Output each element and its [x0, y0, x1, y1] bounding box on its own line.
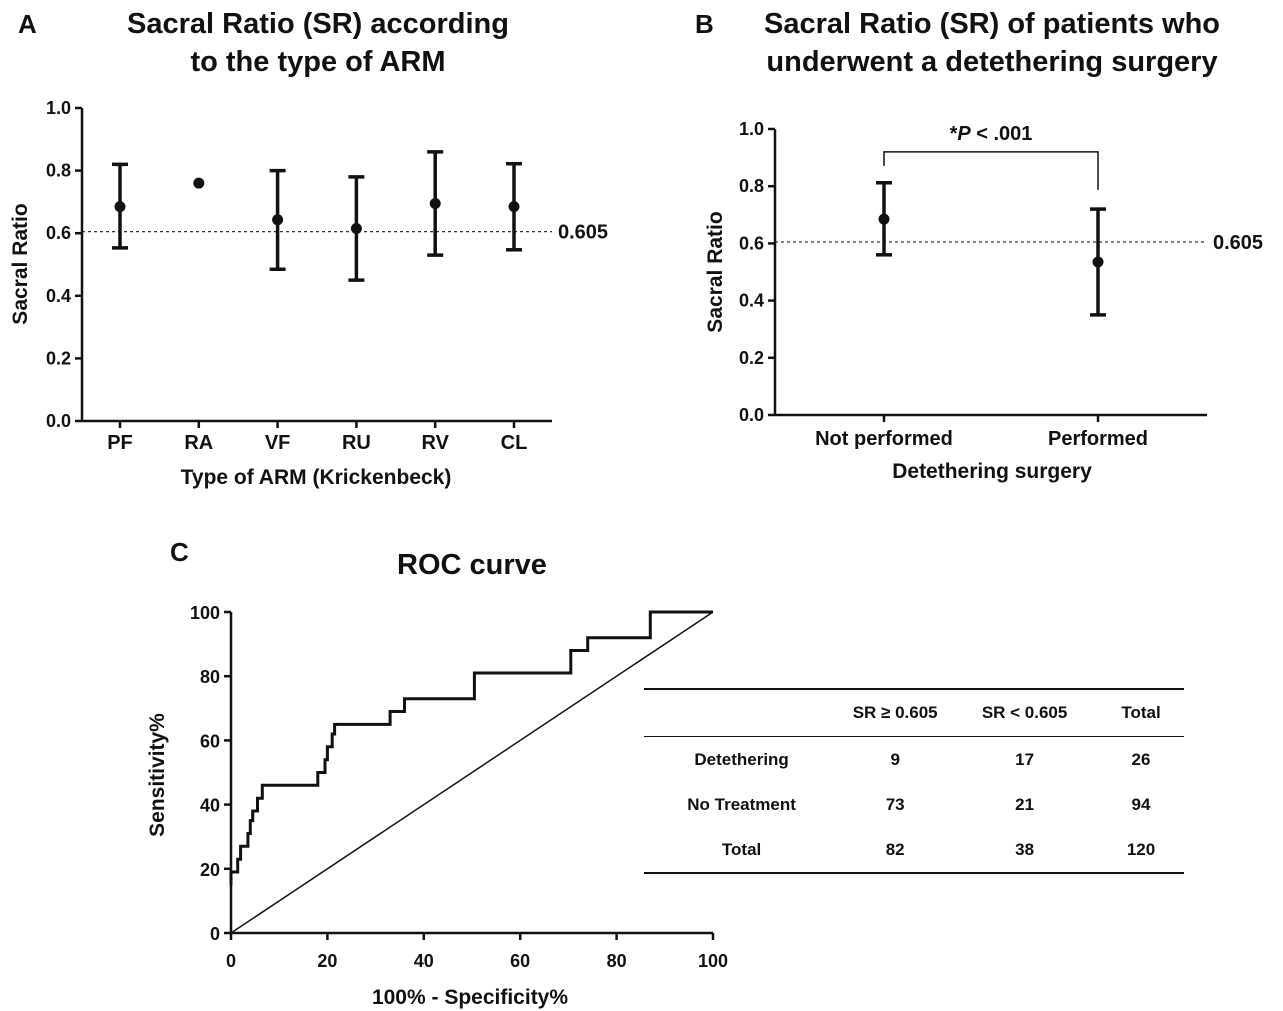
table-cell: 94	[1131, 794, 1151, 814]
table-row: Detethering 9 17 26	[644, 737, 1184, 783]
panel-b-y-tick-label: 1.0	[739, 119, 764, 139]
table-header-cell	[644, 689, 839, 737]
table-cell: 21	[1015, 794, 1035, 814]
panel-c-x-axis-label: 100% - Specificity%	[372, 986, 568, 1009]
table-cell: 26	[1131, 749, 1151, 769]
panel-c-reference-diagonal	[230, 611, 714, 934]
table-header-cell: SR < 0.605	[981, 703, 1068, 722]
table-header-row: SR ≥ 0.605 SR < 0.605 Total	[644, 689, 1184, 737]
panel-a-y-tick-label: 0.0	[46, 411, 71, 431]
panel-c-x-tick-label: 20	[317, 951, 337, 971]
panel-b-y-tick-label: 0.8	[739, 176, 764, 196]
panel-a-y-tick-label: 0.8	[46, 161, 71, 181]
panel-c-y-axis-label: Sensitivity%	[146, 713, 169, 837]
panel-a-mean-point	[350, 223, 362, 235]
table-cell: 9	[890, 749, 900, 769]
panel-c-y-tick-label: 100	[190, 603, 220, 623]
panel-b-y-tick-label: 0.6	[739, 233, 764, 253]
panel-b-category-label: Performed	[1048, 428, 1148, 450]
table-cell: 38	[1015, 839, 1035, 859]
panel-a-y-tick-label: 0.6	[46, 223, 71, 243]
panel-a-category-label: RA	[184, 432, 213, 454]
table-header-cell: Total	[1121, 703, 1161, 722]
panel-letter-a: A	[18, 9, 37, 39]
panel-b-mean-point	[1092, 256, 1104, 268]
panel-c-roc-curve	[229, 610, 713, 885]
panel-c-y-tick-label: 40	[200, 796, 220, 816]
panel-c-x-tick-label: 60	[510, 951, 530, 971]
panel-c-x-tick-label: 0	[226, 951, 236, 971]
table-row-label: No Treatment	[687, 794, 796, 814]
panel-c-x-tick-label: 40	[414, 951, 434, 971]
panel-c-y-tick-label: 20	[200, 860, 220, 880]
panel-b-title-line-2: underwent a detethering surgery	[766, 46, 1217, 78]
panel-b-plot-area: 0.605 0.0 0.2 0.4 0.6 0.8 1.0 Not performed Perf…	[739, 119, 1263, 450]
panel-a-y-tick-label: 1.0	[46, 98, 71, 118]
panel-b-y-tick-label: 0.0	[739, 405, 764, 425]
panel-a-x-axis-label: Type of ARM (Krickenbeck)	[181, 466, 452, 489]
panel-b-mean-point	[878, 213, 890, 225]
panel-b-x-axis-label: Detethering surgery	[892, 460, 1092, 483]
panel-b-y-tick-label: 0.4	[739, 291, 764, 311]
panel-a-title-line-1: Sacral Ratio (SR) according	[127, 8, 509, 40]
panel-a-category-label: RV	[421, 432, 449, 454]
panel-b: B Sacral Ratio (SR) of patients who unde…	[695, 8, 1263, 483]
panel-letter-c: C	[170, 537, 189, 567]
table-cell: 82	[885, 839, 905, 859]
table-row-label: Total	[721, 839, 762, 859]
panel-b-reference-label: 0.605	[1213, 232, 1263, 254]
panel-c-y-tick-label: 80	[200, 667, 220, 687]
panel-a-reference-label: 0.605	[558, 222, 608, 244]
panel-a-mean-point	[429, 197, 441, 209]
panel-a-y-tick-label: 0.4	[46, 286, 71, 306]
table-cell: 73	[885, 794, 905, 814]
panel-a-title-line-2: to the type of ARM	[190, 46, 445, 78]
panel-a-category-label: VF	[265, 432, 291, 454]
panel-b-category-label: Not performed	[815, 428, 953, 450]
panel-a-y-axis-label: Sacral Ratio	[9, 203, 32, 324]
panel-c-y-tick-label: 0	[210, 924, 220, 944]
panel-letter-b: B	[695, 9, 714, 39]
table-header-cell: SR ≥ 0.605	[852, 703, 938, 722]
panel-b-significance-bracket	[883, 151, 1099, 190]
panel-c-plot-area: 0 20 40 60 80 100 0 20 40 60 80 100	[190, 603, 728, 971]
panel-c: C ROC curve Sensitivity% 100% - Specific…	[146, 537, 728, 1009]
panel-b-y-axis-label: Sacral Ratio	[704, 211, 727, 332]
panel-a-mean-point	[508, 201, 520, 213]
panel-a-mean-point	[272, 214, 284, 226]
panel-c-y-tick-label: 60	[200, 731, 220, 751]
panel-a: A Sacral Ratio (SR) according to the typ…	[9, 8, 608, 489]
panel-c-title: ROC curve	[397, 549, 547, 581]
table-row: Total 82 38 120	[644, 827, 1184, 873]
table-row: No Treatment 73 21 94	[644, 782, 1184, 827]
panel-a-mean-point	[193, 177, 205, 189]
panel-a-category-label: PF	[107, 432, 133, 454]
table-row-label: Detethering	[694, 749, 789, 769]
panel-a-category-label: CL	[501, 432, 528, 454]
panel-a-mean-point	[114, 201, 126, 213]
panel-c-x-tick-label: 80	[607, 951, 627, 971]
panel-b-significance-label: *P < .001	[950, 123, 1033, 145]
panel-a-plot-area: 0.605 0.0 0.2 0.4 0.6 0.8 1.0 PF RA VF RU RV CL	[46, 98, 608, 454]
panel-c-x-tick-label: 100	[698, 951, 728, 971]
panel-a-category-label: RU	[342, 432, 371, 454]
panel-b-y-tick-label: 0.2	[739, 348, 764, 368]
table-cell: 120	[1126, 839, 1156, 859]
panel-a-y-tick-label: 0.2	[46, 348, 71, 368]
panel-b-title-line-1: Sacral Ratio (SR) of patients who	[764, 8, 1220, 40]
table-cell: 17	[1015, 749, 1035, 769]
contingency-table: SR ≥ 0.605 SR < 0.605 Total Detethering …	[644, 688, 1184, 874]
